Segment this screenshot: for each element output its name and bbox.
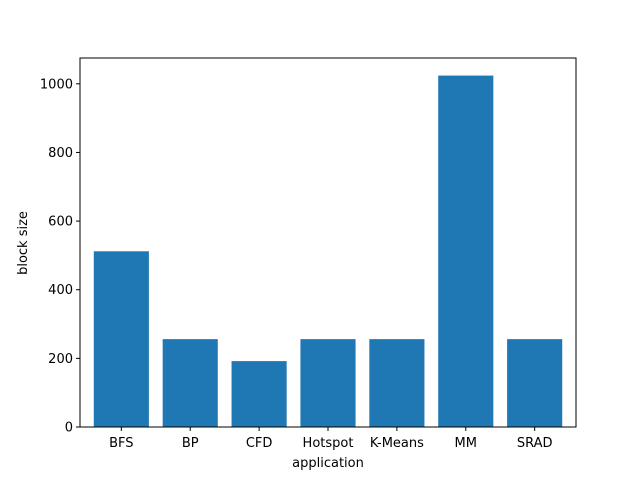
bar-k-means <box>369 339 425 427</box>
x-tick-label: SRAD <box>517 436 553 451</box>
y-tick-label: 800 <box>48 146 73 161</box>
plot-frame <box>79 57 577 428</box>
y-axis-ticks: 0 200 400 600 800 1000 <box>40 77 80 436</box>
bar-bfs <box>93 251 149 427</box>
y-tick-label: 0 <box>65 421 73 436</box>
bar-srad <box>507 339 563 427</box>
y-tick-label: 400 <box>48 283 73 298</box>
y-tick-label: 1000 <box>40 77 73 92</box>
bar-cfd <box>231 361 287 427</box>
x-axis-label: application <box>292 456 364 471</box>
bar-bp <box>162 339 218 427</box>
x-tick-label: K-Means <box>370 436 424 451</box>
bar-mm <box>438 75 494 428</box>
x-tick-label: Hotspot <box>303 436 354 451</box>
bars-group <box>93 75 563 428</box>
bar-hotspot <box>300 339 356 427</box>
y-axis-label: block size <box>16 211 31 275</box>
x-tick-label: BP <box>182 436 199 451</box>
y-tick-label: 600 <box>48 215 73 230</box>
x-tick-label: MM <box>455 436 477 451</box>
x-tick-label: BFS <box>109 436 133 451</box>
y-tick-label: 200 <box>48 352 73 367</box>
x-axis-ticks: BFS BP CFD Hotspot K-Means MM SRAD <box>109 427 553 451</box>
x-tick-label: CFD <box>246 436 273 451</box>
